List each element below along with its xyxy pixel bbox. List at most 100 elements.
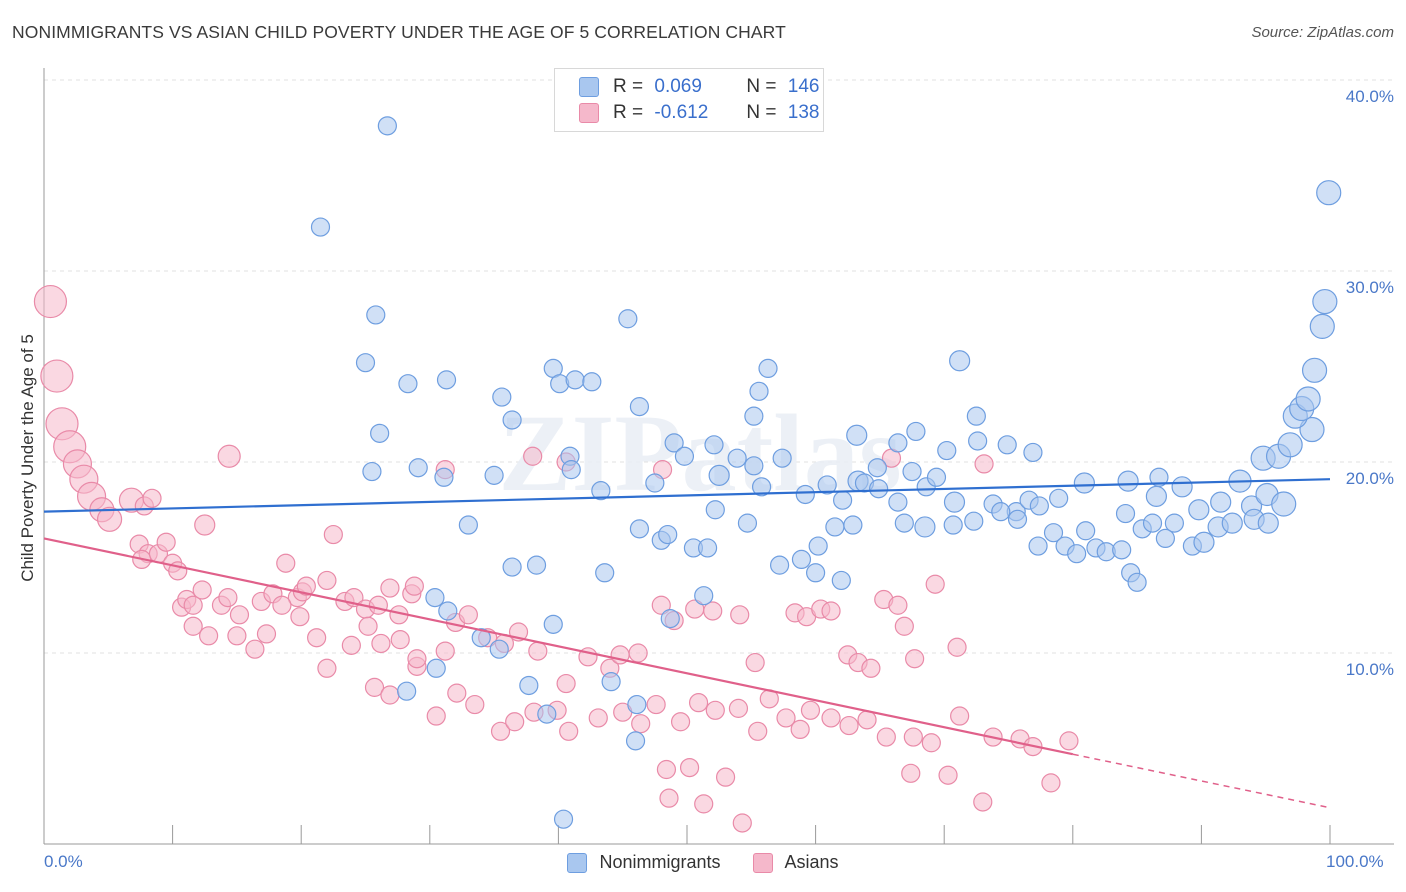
- asians-points: [33, 284, 1079, 833]
- x-tick-0: 0.0%: [44, 852, 83, 871]
- data-point: [296, 576, 316, 596]
- data-point: [1117, 470, 1139, 492]
- legend-r-label: R =: [613, 76, 644, 97]
- data-point: [625, 731, 646, 751]
- nonimmigrants-points: [310, 116, 1342, 829]
- data-point: [894, 513, 914, 533]
- data-point: [708, 464, 730, 486]
- data-point: [805, 563, 826, 583]
- data-point: [902, 461, 922, 482]
- data-point: [790, 719, 810, 740]
- data-point: [407, 649, 427, 669]
- data-point: [1221, 512, 1243, 534]
- data-point: [1155, 528, 1175, 549]
- data-point: [749, 381, 769, 401]
- legend-item-asians: Asians: [752, 852, 839, 873]
- data-point: [1115, 503, 1136, 524]
- legend-label-nonimmigrants: Nonimmigrants: [599, 852, 721, 872]
- y-tick-40: 40.0%: [1345, 87, 1394, 106]
- data-point: [727, 448, 747, 468]
- data-point: [310, 217, 331, 237]
- data-point: [40, 359, 74, 393]
- data-point: [1164, 513, 1184, 533]
- data-point: [371, 633, 391, 654]
- grid-lines: [44, 79, 1394, 654]
- y-tick-30: 30.0%: [1345, 278, 1394, 297]
- data-point: [1149, 467, 1169, 487]
- data-point: [808, 536, 828, 556]
- legend-n-label: N =: [746, 102, 777, 123]
- data-point: [183, 595, 203, 615]
- data-point: [751, 477, 772, 497]
- data-point: [926, 467, 947, 487]
- data-point: [943, 491, 966, 513]
- data-point: [434, 467, 454, 487]
- data-point: [362, 461, 382, 482]
- data-point: [1309, 313, 1335, 339]
- axes: [43, 68, 1394, 845]
- legend-r-label: R =: [613, 102, 644, 123]
- data-point: [1295, 386, 1321, 412]
- data-point: [1073, 472, 1095, 494]
- data-point: [505, 712, 525, 732]
- data-point: [745, 652, 765, 673]
- data-point: [276, 553, 296, 573]
- data-point: [769, 555, 790, 575]
- data-point: [694, 794, 714, 814]
- data-point: [364, 677, 385, 697]
- data-point: [436, 370, 457, 390]
- data-point: [758, 358, 778, 379]
- data-point: [217, 444, 241, 468]
- data-point: [523, 446, 543, 466]
- data-point: [1007, 509, 1028, 529]
- data-point: [831, 570, 851, 591]
- legend-swatch-blue: [567, 852, 588, 873]
- data-point: [458, 515, 478, 535]
- data-point: [366, 305, 386, 325]
- data-point: [355, 353, 376, 373]
- data-point: [705, 500, 725, 520]
- data-point: [341, 635, 361, 655]
- data-point: [307, 628, 327, 648]
- data-point: [358, 616, 378, 636]
- data-point: [290, 607, 310, 627]
- data-point: [857, 710, 877, 730]
- data-point: [656, 759, 677, 780]
- data-point: [821, 708, 841, 728]
- data-point: [674, 446, 695, 466]
- y-tick-20: 20.0%: [1345, 469, 1394, 488]
- trend-lines: [43, 478, 1331, 809]
- data-point: [631, 714, 651, 734]
- legend-n-label: N =: [746, 76, 777, 97]
- data-point: [744, 406, 764, 426]
- data-point: [776, 708, 796, 728]
- data-point: [705, 700, 725, 720]
- data-point: [1023, 442, 1043, 463]
- data-point: [937, 440, 957, 461]
- data-point: [903, 727, 923, 747]
- data-point: [843, 515, 863, 535]
- data-point: [199, 626, 219, 646]
- data-point: [627, 694, 647, 715]
- data-point: [435, 641, 455, 661]
- data-point: [317, 570, 337, 591]
- data-point: [1059, 731, 1079, 751]
- data-point: [465, 694, 485, 715]
- legend-item-nonimmigrants: Nonimmigrants: [567, 852, 721, 873]
- data-point: [559, 721, 579, 741]
- data-point: [966, 406, 986, 426]
- data-point: [1277, 432, 1303, 458]
- data-point: [1112, 540, 1132, 560]
- data-point: [183, 616, 203, 636]
- data-point: [380, 685, 400, 705]
- data-point: [317, 658, 337, 678]
- data-point: [1299, 416, 1325, 443]
- data-point: [492, 387, 512, 407]
- data-point: [1188, 499, 1210, 521]
- data-point: [947, 637, 967, 657]
- data-point: [398, 374, 418, 394]
- data-point: [1043, 523, 1064, 543]
- data-point: [519, 675, 539, 696]
- data-point: [142, 488, 162, 508]
- data-point: [245, 639, 265, 659]
